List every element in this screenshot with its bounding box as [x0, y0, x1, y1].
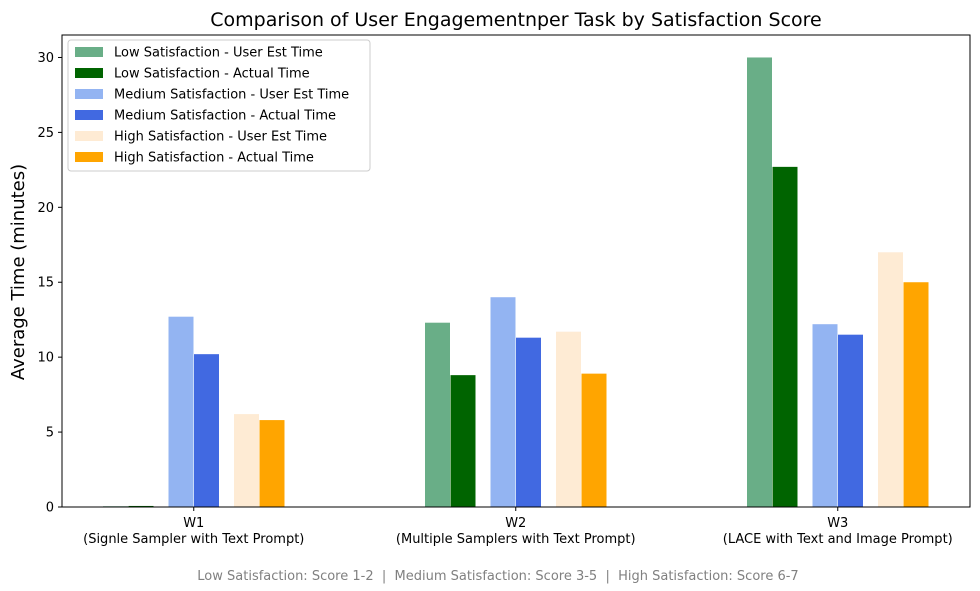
- legend-label: High Satisfaction - Actual Time: [114, 151, 314, 166]
- legend-label: Medium Satisfaction - Actual Time: [114, 109, 336, 124]
- y-tick-label: 5: [46, 426, 54, 441]
- bar-2-w1: [128, 505, 154, 507]
- y-tick-label: 30: [37, 51, 54, 66]
- bar-1-w3: [747, 57, 772, 507]
- chart-title: Comparison of User Engagementnper Task b…: [210, 9, 821, 31]
- bar-2-w3: [772, 166, 798, 507]
- y-axis-label: Average Time (minutes): [8, 164, 29, 380]
- y-tick-label: 25: [37, 126, 54, 141]
- legend-swatch: [75, 89, 103, 99]
- legend-label: Low Satisfaction - Actual Time: [114, 67, 310, 82]
- x-tick-label: W2: [505, 516, 526, 531]
- bar-4-w1: [194, 354, 219, 507]
- bar-3-w3: [812, 324, 838, 507]
- legend-box: [67, 39, 371, 172]
- x-tick-label: W3: [827, 516, 848, 531]
- x-tick-sublabel: (Multiple Samplers with Text Prompt): [396, 532, 636, 547]
- x-tick-label: W1: [183, 516, 204, 531]
- bars-layer: [103, 57, 929, 507]
- bar-1-w2: [425, 322, 450, 507]
- bar-5-w1: [234, 414, 259, 507]
- footnote: Low Satisfaction: Score 1-2 | Medium Sat…: [197, 569, 798, 584]
- legend-label: Medium Satisfaction - User Est Time: [114, 88, 349, 103]
- legend-swatch: [75, 68, 103, 78]
- legend-swatch: [75, 110, 103, 120]
- legend-swatch: [75, 47, 103, 57]
- bar-5-w3: [878, 252, 903, 507]
- x-tick-sublabel: (Signle Sampler with Text Prompt): [83, 532, 304, 547]
- y-tick-label: 15: [37, 276, 54, 291]
- y-tick-label: 10: [37, 351, 54, 366]
- bar-3-w1: [168, 316, 194, 507]
- bar-4-w2: [516, 337, 541, 507]
- bar-6-w1: [259, 420, 285, 507]
- bar-4-w3: [838, 334, 863, 507]
- legend-swatch: [75, 152, 103, 162]
- y-tick-label: 20: [37, 201, 54, 216]
- x-tick-sublabel: (LACE with Text and Image Prompt): [723, 532, 953, 547]
- bar-5-w2: [556, 331, 581, 507]
- bar-6-w2: [581, 373, 607, 507]
- legend-label: High Satisfaction - User Est Time: [114, 130, 327, 145]
- bar-6-w3: [903, 282, 929, 507]
- axes-layer: 0 5 10 15 20 25 30 W1(Signle Sampler with Text …: [37, 34, 971, 547]
- legend-swatch: [75, 131, 103, 141]
- legend-label: Low Satisfaction - User Est Time: [114, 46, 323, 61]
- y-tick-label: 0: [46, 501, 54, 516]
- legend: Low Satisfaction - User Est Time Low Sati…: [67, 39, 371, 172]
- bar-2-w2: [450, 375, 476, 507]
- bar-3-w2: [490, 297, 516, 507]
